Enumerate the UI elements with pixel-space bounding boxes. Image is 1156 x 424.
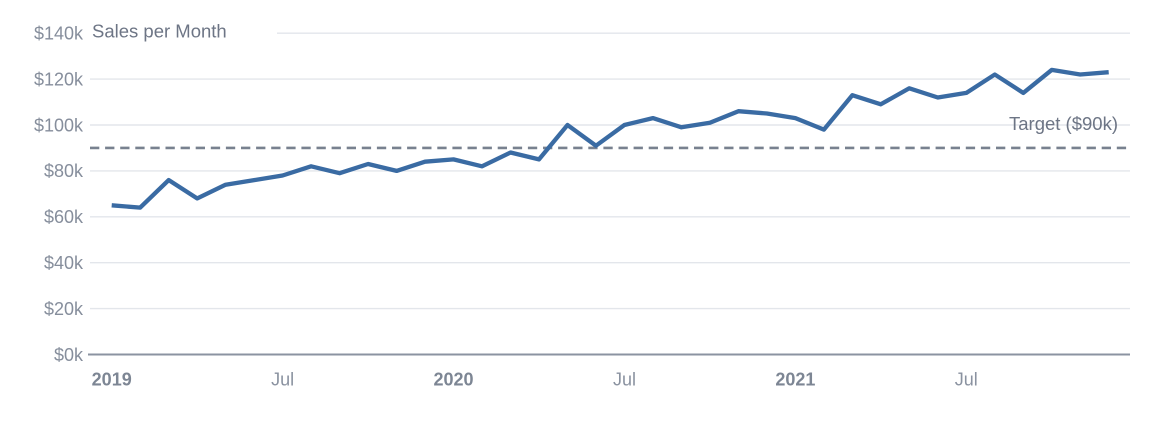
y-tick-label: $0k — [54, 345, 84, 365]
series-layer — [111, 67, 1109, 210]
gridlines-layer — [88, 32, 1130, 356]
chart-title: Sales per Month — [92, 21, 227, 42]
y-tick-label: $20k — [44, 299, 84, 319]
sales-line — [111, 67, 1109, 210]
x-tick-label: 2020 — [434, 370, 474, 390]
x-tick-label: 2019 — [92, 370, 132, 390]
y-tick-label: $60k — [44, 207, 84, 227]
x-tick-label: Jul — [955, 370, 978, 390]
y-tick-label: $140k — [34, 24, 84, 44]
target-line-label: Target ($90k) — [1009, 113, 1118, 134]
y-tick-label: $120k — [34, 69, 84, 89]
x-tick-label: Jul — [271, 370, 294, 390]
axis-labels-layer: $0k $20k $40k $60k $80k $100k $120k $140k 2019 Ju… — [34, 24, 978, 390]
y-tick-label: $100k — [34, 115, 84, 135]
x-tick-label: Jul — [613, 370, 636, 390]
y-tick-label: $40k — [44, 253, 84, 273]
x-tick-label: 2021 — [775, 370, 815, 390]
y-tick-label: $80k — [44, 161, 84, 181]
